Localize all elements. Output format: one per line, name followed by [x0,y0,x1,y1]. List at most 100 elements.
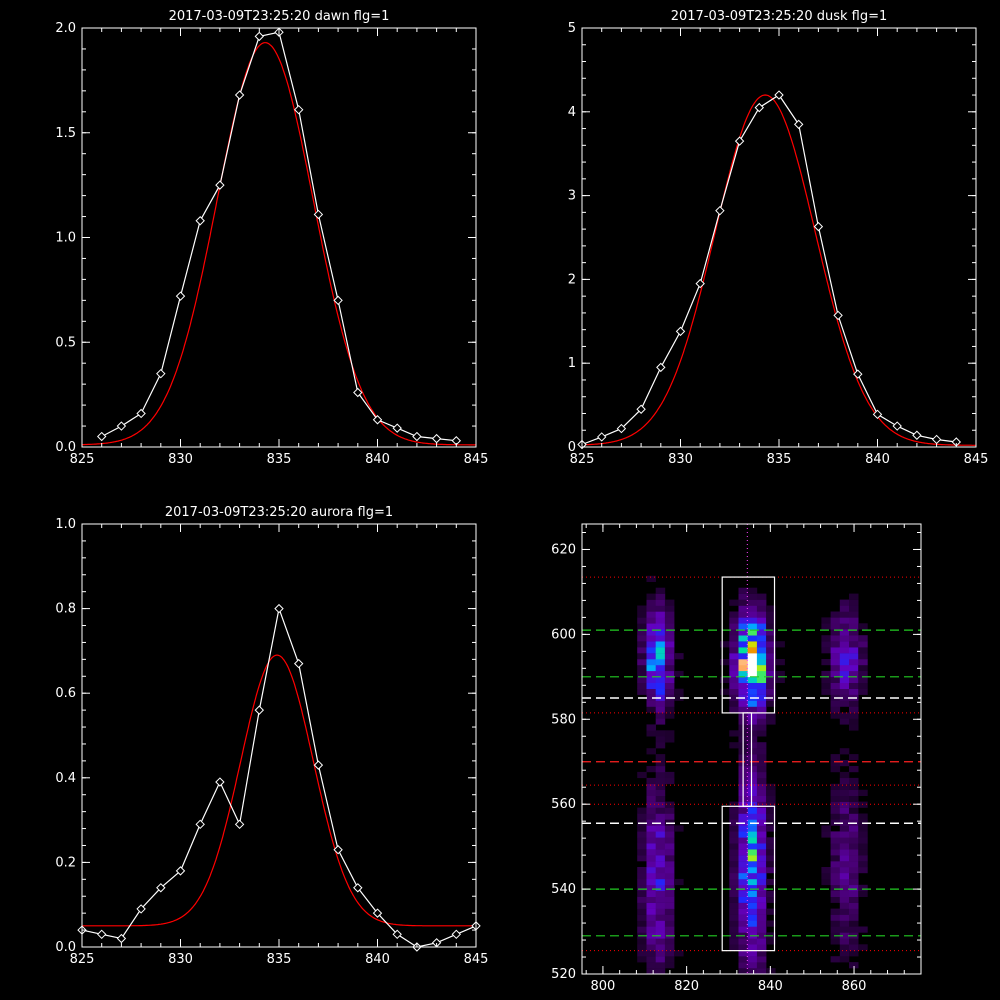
heatmap-cell [738,611,748,618]
heatmap-cell [821,831,831,838]
heatmap-cell [655,902,666,909]
heatmap-cell [858,664,868,672]
heatmap-cell [747,682,758,689]
heatmap-cell [747,855,758,862]
data-point [234,90,245,100]
data-point [293,104,304,115]
heatmap-cell [674,878,684,886]
heatmap-cell [756,914,767,921]
heatmap-cell [646,956,656,963]
heatmap-cell [849,867,859,874]
data-point [195,216,205,226]
y-tick-label: 0 [568,440,576,455]
heatmap-cell [646,676,656,683]
heatmap-cell [747,873,758,880]
heatmap-cell [646,914,656,921]
heatmap-cell [849,635,859,642]
heatmap-cell [646,801,656,808]
data-point [274,603,284,614]
heatmap-cell [830,831,841,838]
heatmap-cell [839,659,850,666]
heatmap-cell [849,920,859,927]
heatmap-cell [830,617,841,624]
heatmap-cell [775,676,785,683]
y-tick-label: 540 [551,882,576,897]
heatmap-cell [655,884,666,891]
heatmap-cell [839,641,850,648]
heatmap-cell [756,825,767,832]
heatmap-cell [655,855,666,862]
heatmap-cell [756,867,767,874]
data-point [392,423,402,433]
heatmap-cell [738,682,748,689]
heatmap-cell [849,831,859,838]
heatmap-cell [830,926,841,933]
x-tick-label: 860 [842,979,867,994]
heatmap-cell [729,647,739,654]
heatmap-cell [637,688,647,695]
heatmap-cell [646,635,656,642]
heatmap-cell [646,617,656,624]
heatmap-cell [664,801,675,808]
heatmap-cell [830,641,841,648]
heatmap-cell [729,944,739,951]
heatmap-cell [849,944,859,951]
heatmap-cell [664,956,675,963]
heatmap-cell [830,956,841,963]
heatmap-cell [738,950,748,957]
heatmap-cell [830,914,841,921]
heatmap-cell [756,837,767,844]
heatmap-cell [766,855,776,862]
heatmap-cell [655,777,666,785]
heatmap-cell [646,789,656,796]
data-point [656,362,666,373]
heatmap-cell [720,676,730,683]
heatmap-cell [674,670,684,678]
heatmap-cell [646,730,656,737]
heatmap-cell [747,653,758,660]
data-point [636,404,646,414]
heatmap-cell [849,653,859,660]
heatmap-cell [655,813,666,820]
heatmap-cell [738,599,748,606]
heatmap-cell [839,837,850,844]
heatmap-cell [646,795,656,802]
heatmap-cell [849,754,859,761]
heatmap-cell [655,837,666,844]
heatmap-cell [756,724,767,731]
heatmap-cell [747,754,758,761]
heatmap-cell [839,670,850,678]
heatmap-cell [756,760,767,767]
heatmap-cell [756,742,767,749]
y-tick-label: 1.0 [55,231,76,246]
heatmap-cell [747,593,758,600]
y-tick-label: 520 [551,967,576,982]
heatmap-cell [849,670,859,678]
heatmap-cell [830,795,841,802]
heatmap-cell [729,730,739,737]
heatmap-cell [655,611,666,618]
x-tick-label: 825 [70,952,95,967]
y-tick-label: 0.2 [55,855,76,870]
heatmap-cell [637,837,647,844]
data-point [734,136,745,146]
heatmap-cell [756,629,767,636]
heatmap-cell [729,861,739,868]
heatmap-cell [655,641,666,648]
heatmap-cell [756,712,767,719]
heatmap-cell [849,647,859,654]
chart-title: 2017-03-09T23:25:20 aurora flg=1 [165,505,393,520]
heatmap-cell [766,807,776,814]
heatmap-cell [664,659,675,666]
heatmap-cell [747,676,758,683]
heatmap-cell [839,605,850,612]
heatmap-cell [646,920,656,927]
heatmap-cell [747,831,758,838]
heatmap-cell [729,837,739,844]
heatmap-cell [655,736,666,743]
x-tick-label: 840 [758,979,783,994]
heatmap-cell [747,611,758,618]
heatmap-cell [858,682,868,689]
data-point [215,777,225,787]
